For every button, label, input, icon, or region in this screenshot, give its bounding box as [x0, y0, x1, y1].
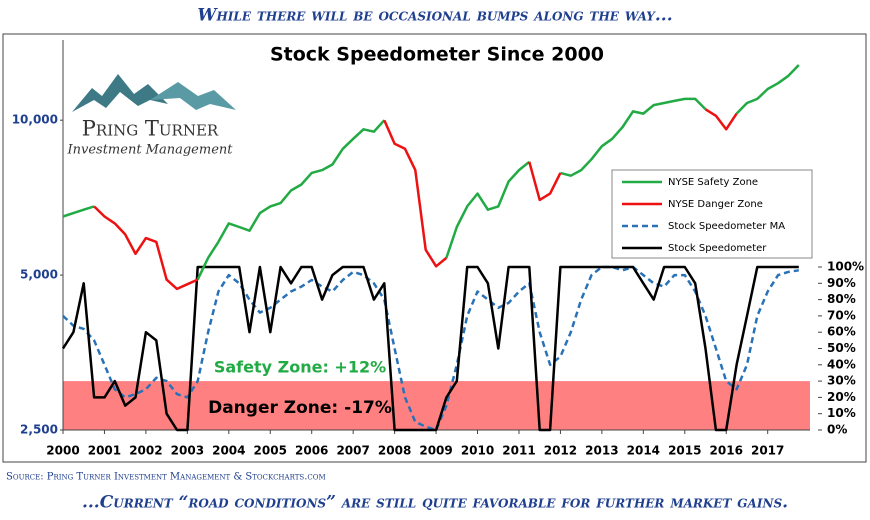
y2-tick-label: 40%: [827, 357, 856, 371]
x-tick-label: 2002: [129, 444, 162, 458]
x-tick-label: 2008: [378, 444, 411, 458]
x-tick-label: 2011: [502, 444, 535, 458]
y2-tick-label: 0%: [827, 423, 847, 437]
legend-label: Stock Speedometer MA: [668, 221, 785, 232]
x-tick-label: 2012: [544, 444, 577, 458]
footer: ...Current “road conditions” are still q…: [82, 493, 788, 513]
x-tick-label: 2017: [751, 444, 784, 458]
y2-tick-label: 80%: [827, 292, 856, 306]
y2-tick-label: 20%: [827, 390, 856, 404]
legend-label: NYSE Danger Zone: [668, 199, 763, 210]
x-tick-label: 2004: [212, 444, 245, 458]
annotation: Safety Zone: +12%: [214, 358, 386, 377]
x-tick-label: 2006: [295, 444, 328, 458]
y2-tick-label: 30%: [827, 374, 856, 388]
logo-name: Pring Turner: [82, 117, 219, 141]
x-tick-label: 2013: [585, 444, 618, 458]
x-tick-label: 2015: [668, 444, 701, 458]
y2-tick-label: 50%: [827, 341, 856, 355]
y2-tick-label: 70%: [827, 308, 856, 322]
legend-box: [611, 169, 813, 259]
y2-tick-label: 90%: [827, 276, 856, 290]
legend: NYSE Safety Zone NYSE Danger Zone Stock Sp…: [611, 169, 813, 259]
series-line: [93, 108, 738, 291]
y-tick-label: 2,500: [20, 423, 58, 437]
legend-label: Stock Speedometer: [668, 243, 767, 254]
y2-tick-label: 100%: [827, 260, 864, 274]
series-line: [62, 265, 799, 432]
x-tick-label: 2009: [419, 444, 452, 458]
y2-tick-label: 10%: [827, 406, 856, 420]
y-tick-label: 10,000: [12, 113, 58, 127]
logo: Pring Turner Investment Management: [66, 74, 236, 158]
chart-title: Stock Speedometer Since 2000: [270, 44, 604, 66]
y-tick-label: 5,000: [20, 268, 58, 282]
x-tick-label: 2007: [336, 444, 369, 458]
x-tick-label: 2001: [88, 444, 121, 458]
danger-zone: [63, 381, 810, 430]
y2-tick-label: 60%: [827, 325, 856, 339]
series-line: [61, 265, 799, 432]
x-tick-label: 2010: [461, 444, 494, 458]
x-tick-label: 2000: [46, 444, 79, 458]
series-line: [62, 64, 800, 281]
x-tick-label: 2005: [254, 444, 287, 458]
frame: [2, 33, 867, 463]
legend-label: NYSE Safety Zone: [668, 177, 758, 188]
annotation: Danger Zone: -17%: [208, 398, 392, 418]
source: Source: Pring Turner Investment Manageme…: [6, 472, 326, 483]
x-tick-label: 2014: [627, 444, 660, 458]
logo-mountain: [72, 74, 168, 112]
header: While there will be occasional bumps alo…: [197, 6, 672, 26]
x-tick-label: 2016: [710, 444, 743, 458]
logo-tagline: Investment Management: [66, 143, 233, 158]
x-tick-label: 2003: [171, 444, 204, 458]
logo-mountain: [150, 82, 236, 110]
